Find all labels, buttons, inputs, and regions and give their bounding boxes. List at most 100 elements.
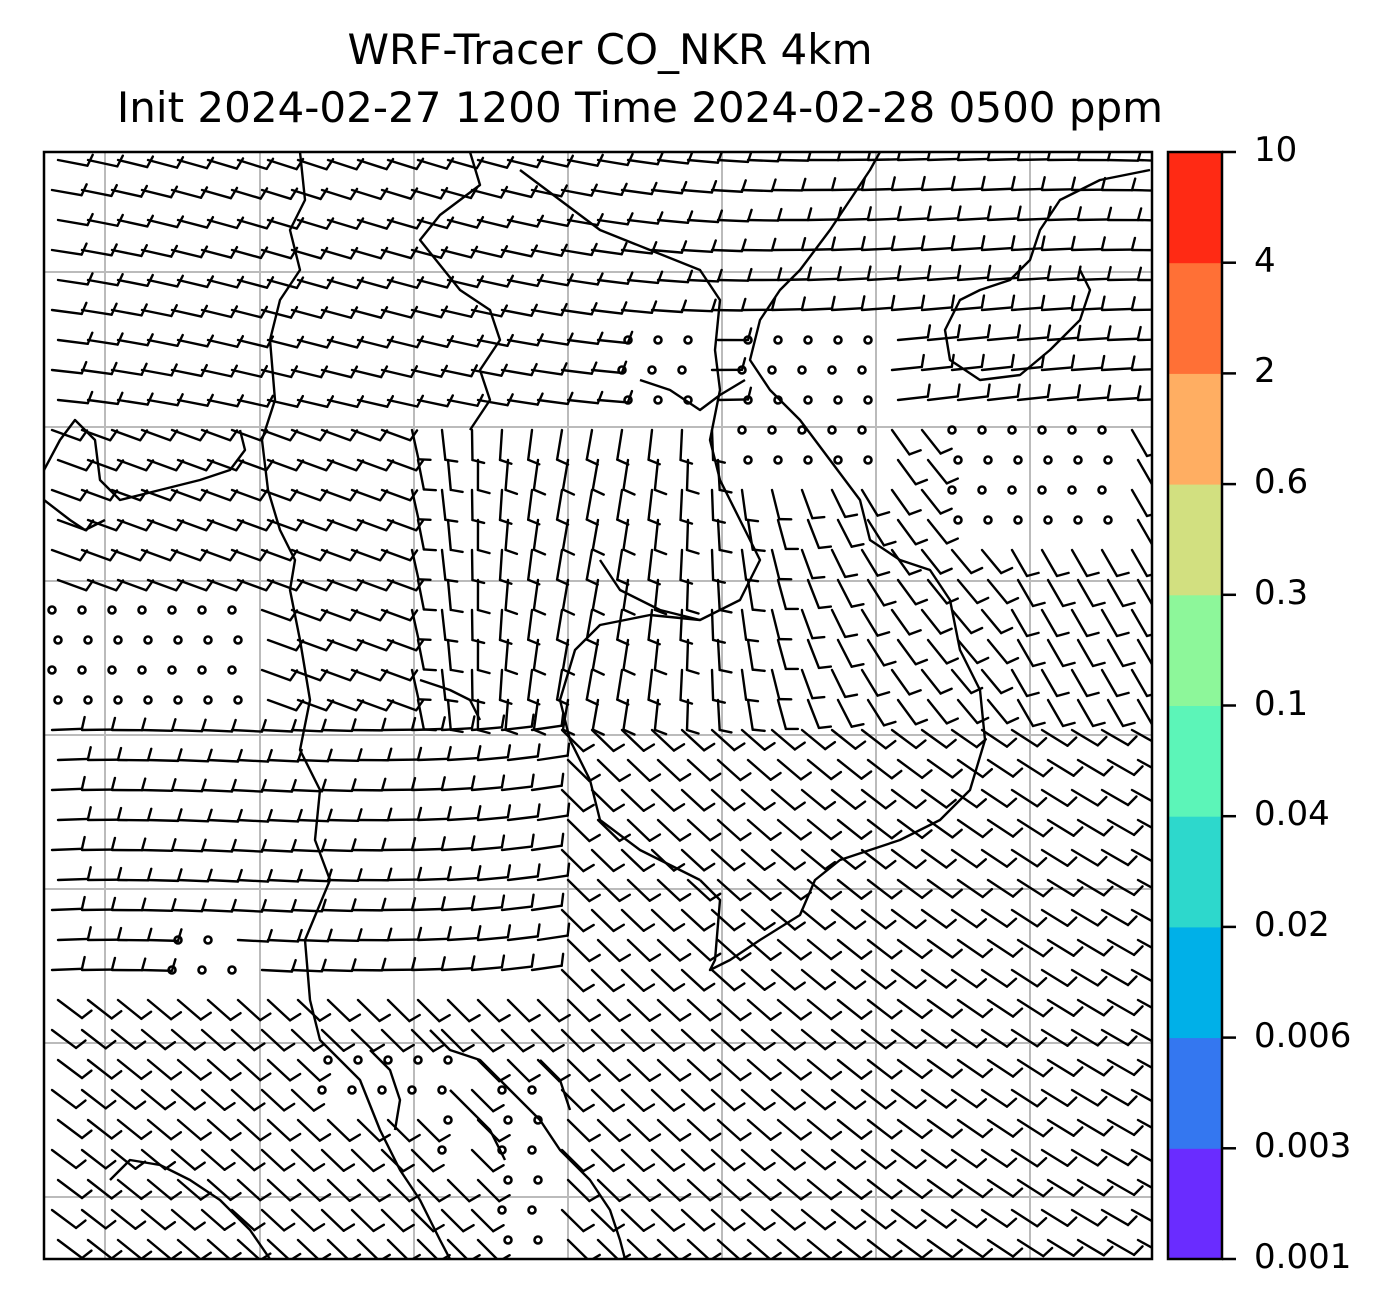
calm-wind-circle xyxy=(533,1115,543,1125)
wind-barb xyxy=(110,428,149,442)
wind-barb xyxy=(716,267,753,282)
wind-barb xyxy=(140,838,177,852)
wind-barb xyxy=(110,1028,147,1050)
coastline-segment xyxy=(449,1089,507,1161)
wind-barb xyxy=(326,928,363,943)
wind-barb xyxy=(530,362,568,376)
wind-barb xyxy=(620,968,656,992)
wind-barb xyxy=(800,548,826,580)
wind-barb xyxy=(860,548,891,577)
wind-barb xyxy=(806,938,843,961)
wind-barb xyxy=(1100,668,1130,698)
wind-barb xyxy=(50,835,86,852)
wind-barb xyxy=(176,275,215,289)
wind-barb xyxy=(296,1058,332,1082)
wind-barb xyxy=(860,608,891,637)
wind-barb xyxy=(980,175,1016,192)
wind-barb xyxy=(680,728,716,752)
wind-barb xyxy=(710,1028,746,1052)
wind-barb xyxy=(350,837,387,852)
wind-barb xyxy=(740,296,777,312)
calm-wind-circle xyxy=(1037,425,1047,435)
calm-wind-circle xyxy=(983,515,993,525)
wind-barb xyxy=(500,773,535,792)
wind-barb xyxy=(920,353,955,372)
wind-barb xyxy=(56,998,93,1020)
wind-barb xyxy=(446,156,485,170)
wind-barb xyxy=(440,895,476,912)
wind-barb xyxy=(566,998,601,1023)
wind-barb xyxy=(530,952,565,972)
wind-barb xyxy=(830,968,867,990)
wind-barb xyxy=(746,1058,782,1081)
wind-barb xyxy=(446,925,482,942)
wind-barb xyxy=(686,1118,722,1142)
wind-barb xyxy=(740,788,776,811)
wind-barb xyxy=(86,998,123,1020)
figure-subtitle: Init 2024-02-27 1200 Time 2024-02-28 050… xyxy=(116,83,1164,132)
wind-barb xyxy=(356,747,393,762)
wind-barb xyxy=(446,215,485,229)
wind-barb xyxy=(956,698,990,725)
calm-wind-circle xyxy=(437,1145,447,1155)
calm-wind-circle xyxy=(323,1055,333,1065)
wind-barb xyxy=(1010,908,1048,928)
calm-wind-circle xyxy=(227,605,237,615)
wind-barb xyxy=(470,834,506,852)
wind-barb xyxy=(290,488,329,502)
wind-barb xyxy=(560,968,595,993)
wind-barb xyxy=(950,668,984,695)
wind-barb xyxy=(860,1148,897,1170)
wind-barb xyxy=(170,186,209,199)
calm-wind-circle xyxy=(503,1175,513,1185)
calm-wind-circle xyxy=(1073,515,1083,525)
wind-barb xyxy=(86,866,123,882)
wind-barb xyxy=(926,998,963,1019)
wind-barb xyxy=(56,272,94,286)
wind-barb xyxy=(1100,177,1137,192)
wind-barb xyxy=(1130,848,1152,863)
wind-barb xyxy=(590,1148,626,1173)
wind-barb xyxy=(560,728,595,753)
calm-wind-circle xyxy=(203,635,213,645)
wind-barb xyxy=(140,1088,177,1111)
wind-barb xyxy=(980,1028,1018,1048)
wind-barb xyxy=(356,698,395,712)
wind-barb xyxy=(532,638,547,676)
wind-barb xyxy=(170,245,209,259)
wind-barb xyxy=(716,518,733,554)
wind-barb xyxy=(80,1208,117,1230)
wind-barb xyxy=(653,518,668,556)
calm-wind-circle xyxy=(137,605,147,615)
wind-barb xyxy=(236,748,273,763)
calm-wind-circle xyxy=(377,1085,387,1095)
wind-barb xyxy=(260,958,297,973)
wind-barb xyxy=(740,848,776,871)
wind-barb xyxy=(956,818,994,839)
wind-barb xyxy=(140,1028,177,1051)
wind-barb xyxy=(290,306,329,319)
wind-barb xyxy=(110,184,149,198)
wind-barb xyxy=(86,806,123,822)
wind-barb xyxy=(806,878,843,901)
wind-barb xyxy=(1010,294,1046,312)
wind-barb xyxy=(716,458,733,494)
wind-barb xyxy=(236,216,275,230)
wind-barb xyxy=(896,458,929,486)
wind-barb xyxy=(650,788,686,812)
calm-wind-circle xyxy=(653,395,663,405)
wind-barb xyxy=(740,488,760,523)
wind-barb xyxy=(836,758,873,780)
wind-barb xyxy=(1010,354,1046,372)
wind-barb xyxy=(830,848,867,870)
wind-barb xyxy=(950,548,984,575)
wind-barb xyxy=(266,518,305,532)
colorbar-tick-label: 0.1 xyxy=(1254,683,1309,724)
wind-barb xyxy=(290,608,329,622)
wind-barb xyxy=(506,923,541,942)
wind-barb xyxy=(590,908,626,933)
wind-barb xyxy=(1070,848,1108,867)
wind-barb xyxy=(386,1178,421,1203)
calm-wind-circle xyxy=(353,1055,363,1065)
wind-barb xyxy=(230,1028,266,1052)
